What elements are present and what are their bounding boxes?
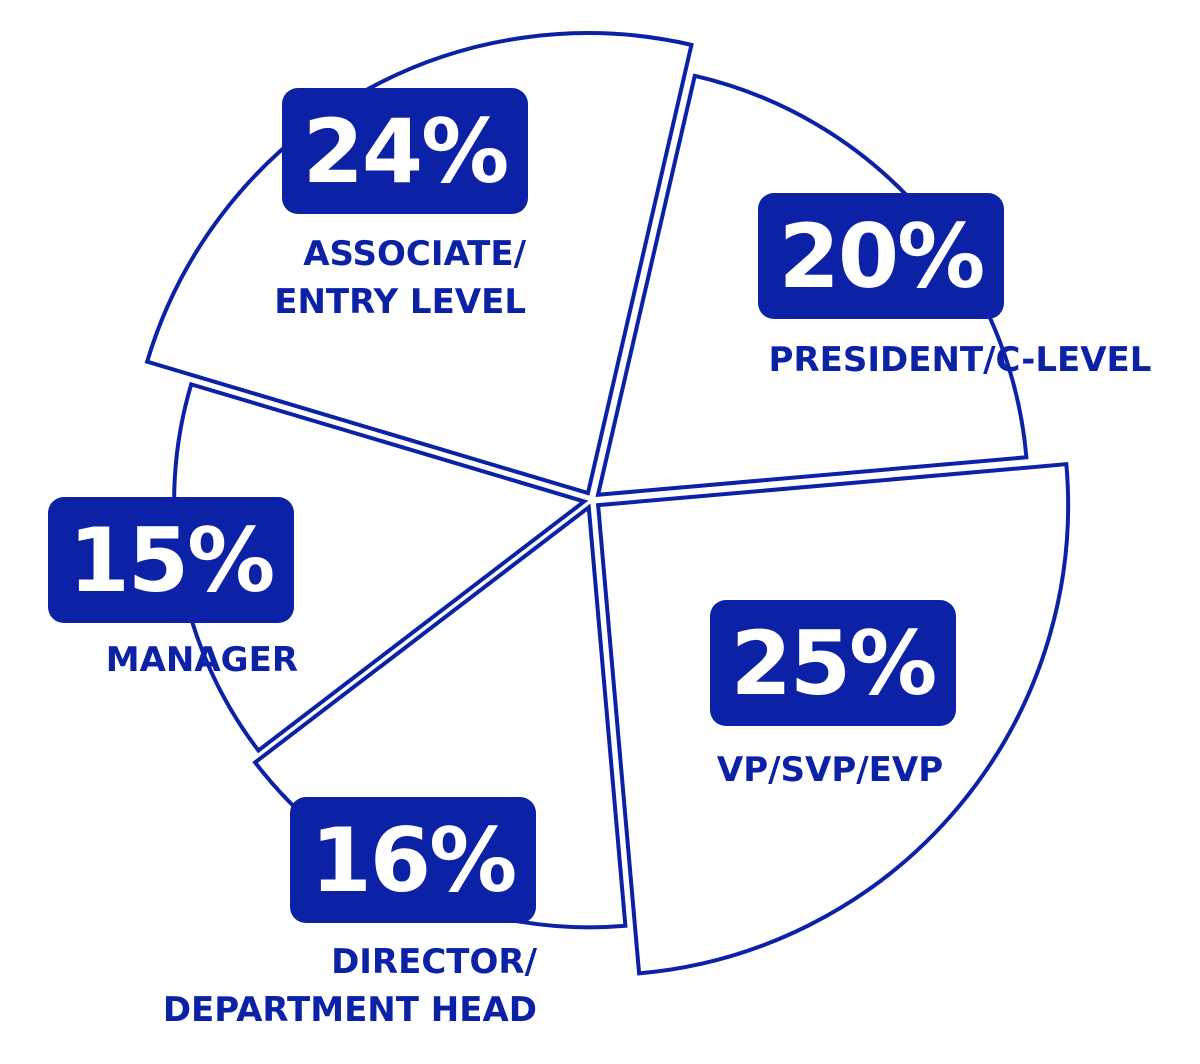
category-label: MANAGER	[105, 640, 298, 680]
value-label: 20%	[758, 193, 1004, 319]
category-label: VP/SVP/EVP	[716, 750, 944, 790]
category-label: PRESIDENT/C-LEVEL	[768, 340, 1152, 380]
category-label: DIRECTOR/ DEPARTMENT HEAD	[162, 942, 537, 1030]
value-label: 15%	[48, 497, 294, 623]
value-label: 24%	[282, 88, 528, 214]
value-label: 16%	[290, 797, 536, 923]
value-label: 25%	[710, 600, 956, 726]
category-label: ASSOCIATE/ ENTRY LEVEL	[274, 234, 526, 322]
